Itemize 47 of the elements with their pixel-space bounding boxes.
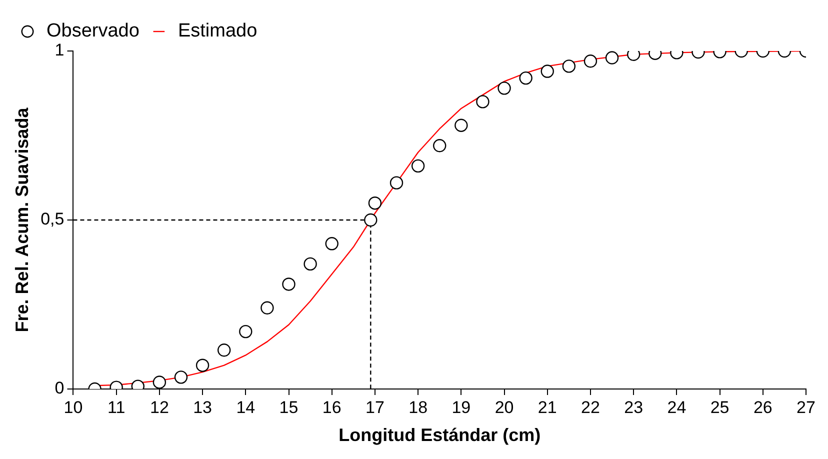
point [325,237,338,250]
point [304,257,317,271]
x-tick-label: 23 [624,398,644,417]
x-tick-label: 22 [581,398,600,417]
point [605,51,619,64]
x-tick-label: 25 [710,398,730,417]
y-tick-label: 0 [54,378,64,398]
point [196,358,210,372]
point [260,301,274,314]
legend-label: Observado [46,20,140,42]
x-tick-label: 11 [108,398,126,417]
x-tick-label: 10 [64,398,83,417]
x-tick-label: 26 [753,398,772,417]
y-axis-title: Fre. Rel. Acum. Suavisada [12,106,32,332]
point [540,64,554,78]
point [454,118,468,132]
point [519,71,532,85]
point [174,370,188,384]
y-tick-label: 1 [54,40,64,60]
point [217,344,231,357]
point [282,278,296,291]
x-tick-label: 12 [150,398,169,417]
x-tick-label: 24 [667,398,686,417]
point [562,60,576,73]
x-tick-label: 17 [366,398,384,417]
x-tick-label: 21 [538,398,557,417]
x-tick-label: 16 [322,398,342,417]
x-tick-label: 20 [494,398,514,417]
point [433,139,446,152]
point [239,324,252,338]
point [584,54,598,68]
x-tick-label: 13 [193,398,212,417]
x-tick-label: 19 [452,398,471,417]
point [368,196,382,210]
point [411,159,425,173]
legend-label: Estimado [178,20,258,42]
point [498,82,511,95]
point [476,95,490,108]
x-tick-label: 18 [408,398,428,417]
x-axis-title: Longitud Estándar (cm) [338,425,541,446]
x-tick-label: 27 [796,398,816,417]
point [152,376,166,389]
point [390,176,404,190]
y-tick-label: 0,5 [40,210,64,229]
point [364,213,378,227]
x-tick-label: 14 [236,398,256,417]
x-tick-label: 15 [279,398,298,417]
